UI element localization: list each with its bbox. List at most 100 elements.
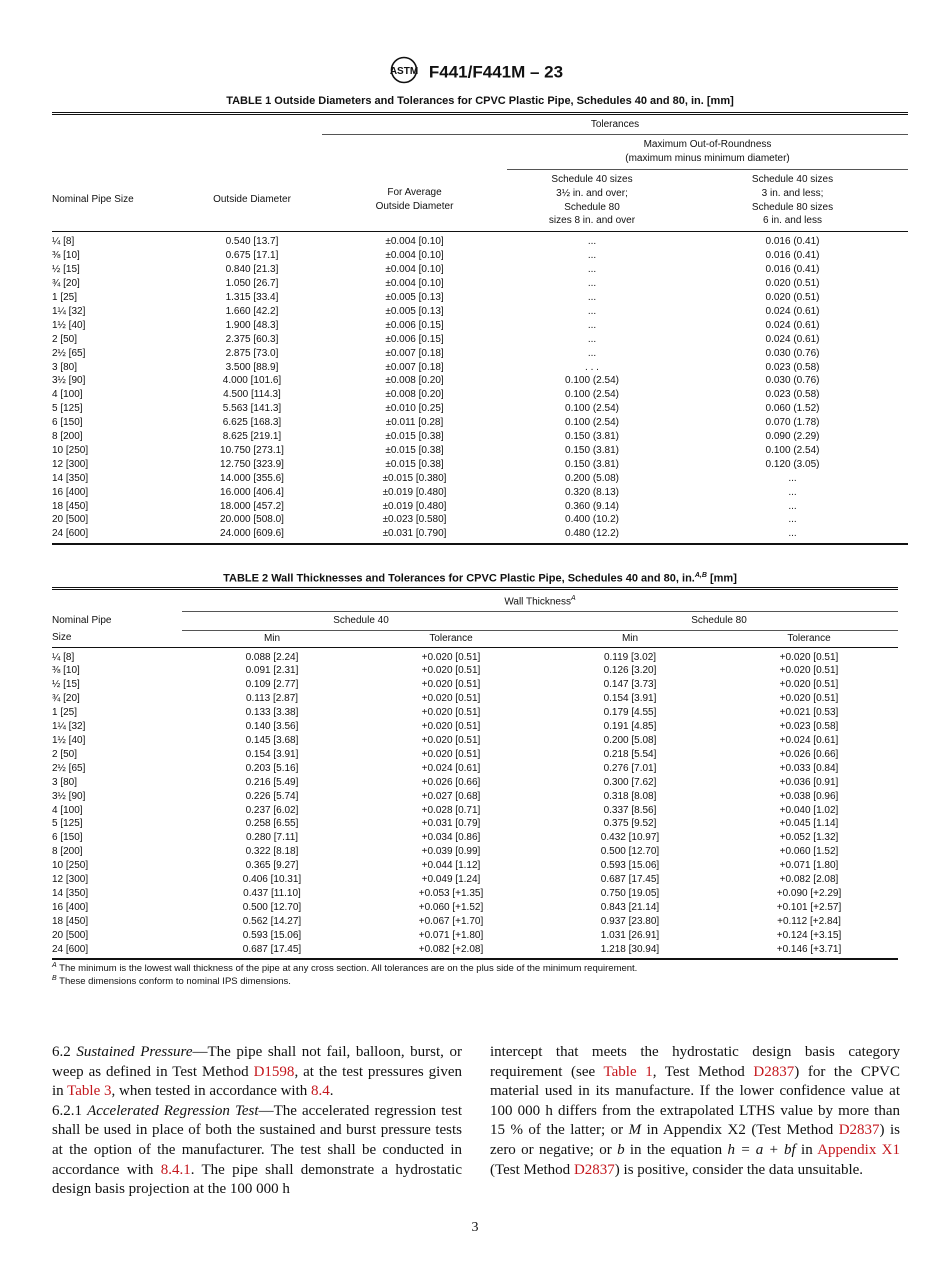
column-header-line: Schedule 40 sizes: [551, 173, 633, 185]
body-text: ) for the CPVC material used in its manu…: [490, 1063, 901, 1139]
table-cell: +0.040 [1.02]: [779, 804, 839, 816]
table-cell: +0.023 [0.58]: [779, 721, 839, 733]
table-row: 20 [500] 0.593 [15.06] +0.071 [+1.80] 1.031…: [52, 929, 898, 943]
table-cell: 0.840 [21.3]: [225, 264, 279, 276]
table-cell: +0.036 [0.91]: [779, 776, 839, 788]
table-row: 2 [50] 0.154 [3.91] +0.020 [0.51] 0.218 [5.…: [52, 748, 898, 762]
table-cell: 10 [250]: [52, 860, 89, 872]
column-header-line: Schedule 80 sizes: [751, 201, 834, 213]
cross-reference-link[interactable]: D2837: [753, 1063, 795, 1080]
table-cell: 24 [600]: [52, 528, 89, 540]
body-column-right: intercept that meets the hydrostatic des…: [490, 1043, 900, 1180]
cross-reference-link[interactable]: Table 1: [603, 1063, 653, 1080]
table-cell: 0.750 [19.05]: [600, 887, 660, 899]
cross-reference-link[interactable]: 8.4.1: [160, 1161, 191, 1178]
table-cell: +0.031 [0.79]: [421, 818, 481, 830]
table-cell: +0.052 [1.32]: [779, 832, 839, 844]
sch80-tolerance-header: Tolerance: [720, 630, 898, 648]
cross-reference-link[interactable]: D1598: [253, 1063, 295, 1080]
table-cell: ±0.019 [0.480]: [382, 486, 447, 498]
table-cell: 1½ [40]: [52, 734, 86, 746]
table1-column-header: Outside Diameter: [182, 169, 322, 233]
oor-line-1: Maximum Out-of-Roundness: [643, 138, 772, 150]
table1-column-header: For Average Outside Diameter: [322, 169, 507, 233]
table-cell: +0.124 [+3.15]: [776, 929, 842, 941]
table-cell: 0.100 (2.54): [765, 444, 820, 456]
table-cell: 2½ [65]: [52, 762, 86, 774]
table-cell: 2.375 [60.3]: [225, 333, 279, 345]
table-cell: 0.687 [17.45]: [600, 874, 660, 886]
table-cell: ±0.004 [0.10]: [385, 278, 444, 290]
table-cell: 12 [300]: [52, 874, 89, 886]
table-cell: 0.937 [23.80]: [600, 915, 660, 927]
table-row: 3½ [90] 0.226 [5.74] +0.027 [0.68] 0.318 [8…: [52, 790, 898, 804]
table-cell: 0.300 [7.62]: [603, 776, 657, 788]
table-cell: +0.044 [1.12]: [421, 860, 481, 872]
table-cell: +0.020 [0.51]: [421, 693, 481, 705]
cross-reference-link[interactable]: D2837: [838, 1122, 880, 1139]
cross-reference-link[interactable]: Table 3: [67, 1083, 112, 1100]
table-row: 1½ [40] 1.900 [48.3] ±0.006 [0.15]... 0.024…: [52, 319, 908, 333]
tolerances-header: Tolerances: [322, 113, 908, 135]
cross-reference-link[interactable]: D2837: [573, 1161, 615, 1178]
body-text: intercept that meets the hydrostatic des…: [490, 1044, 900, 1080]
table-cell: 0.150 (3.81): [565, 431, 619, 443]
table-cell: ...: [587, 264, 597, 276]
table-cell: ±0.008 [0.20]: [385, 389, 444, 401]
table-cell: ½ [15]: [52, 264, 80, 276]
astm-logo-icon: ASTM: [387, 56, 421, 89]
table-cell: 4 [100]: [52, 804, 83, 816]
table-cell: ±0.023 [0.580]: [382, 514, 447, 526]
table-cell: +0.082 [2.08]: [779, 874, 839, 886]
table-cell: ±0.007 [0.18]: [385, 347, 444, 359]
table-cell: 3 [80]: [52, 776, 78, 788]
table-cell: +0.027 [0.68]: [421, 790, 481, 802]
footnote-mark: B: [52, 975, 57, 982]
table-cell: +0.020 [0.51]: [421, 734, 481, 746]
table-cell: 0.843 [21.14]: [600, 901, 660, 913]
table-cell: 0.179 [4.55]: [603, 707, 657, 719]
table-cell: 5.563 [141.3]: [222, 403, 282, 415]
body-text: —The pipe shall not fail, balloon, burst…: [52, 1044, 462, 1080]
table-cell: 0.145 [3.68]: [245, 734, 299, 746]
table-cell: 0.276 [7.01]: [603, 762, 657, 774]
table-cell: +0.020 [0.51]: [779, 665, 839, 677]
table-cell: 0.100 (2.54): [565, 403, 619, 415]
column-header-line: sizes 8 in. and over: [548, 215, 636, 227]
body-text: 6.2: [52, 1044, 77, 1060]
table-cell: 1¼ [32]: [52, 721, 86, 733]
table-cell: 24 [600]: [52, 943, 89, 955]
table-cell: 0.030 (0.76): [765, 375, 820, 387]
table-cell: ⅜ [10]: [52, 665, 80, 677]
table-cell: +0.033 [0.84]: [779, 762, 839, 774]
table1-column-header: Nominal Pipe Size: [52, 169, 182, 233]
table-cell: ±0.008 [0.20]: [385, 375, 444, 387]
table-cell: ±0.015 [0.38]: [385, 458, 444, 470]
table-cell: +0.020 [0.51]: [421, 748, 481, 760]
table1-column-header: Schedule 40 sizes 3½ in. and over; Schedul…: [507, 169, 677, 233]
cross-reference-link[interactable]: 8.4: [311, 1083, 330, 1100]
table-row: 2½ [65] 0.203 [5.16] +0.024 [0.61] 0.276 [7…: [52, 762, 898, 776]
table-row: 1 [25] 0.133 [3.38] +0.020 [0.51] 0.179 [4.…: [52, 706, 898, 720]
table-cell: 12 [300]: [52, 458, 89, 470]
table-cell: 0.406 [10.31]: [242, 874, 302, 886]
table1-column-header: Schedule 40 sizes 3 in. and less; Schedule…: [677, 169, 908, 233]
table-cell: 0.432 [10.97]: [600, 832, 660, 844]
table-cell: +0.020 [0.51]: [779, 679, 839, 691]
footnote-b: B These dimensions conform to nominal IP…: [52, 975, 291, 987]
table-cell: 0.119 [3.02]: [603, 651, 657, 663]
table-cell: +0.020 [0.51]: [421, 651, 481, 663]
table-cell: 0.322 [8.18]: [245, 846, 299, 858]
table-cell: 20 [500]: [52, 514, 89, 526]
table-cell: 3½ [90]: [52, 790, 86, 802]
table-cell: 0.200 (5.08): [565, 472, 619, 484]
table-cell: ±0.015 [0.380]: [382, 472, 447, 484]
table-cell: 10 [250]: [52, 444, 89, 456]
cross-reference-link[interactable]: Appendix X1: [817, 1141, 900, 1158]
table-row: ⅜ [10] 0.091 [2.31] +0.020 [0.51] 0.126 [3.…: [52, 664, 898, 678]
table-cell: 2 [50]: [52, 748, 78, 760]
body-text: .: [329, 1083, 334, 1100]
table-row: 14 [350] 0.437 [11.10] +0.053 [+1.35] 0.750…: [52, 887, 898, 901]
italic-text: h = a + bf: [727, 1141, 796, 1158]
body-text: . The pipe shall demonstrate a hydrostat…: [52, 1161, 462, 1198]
